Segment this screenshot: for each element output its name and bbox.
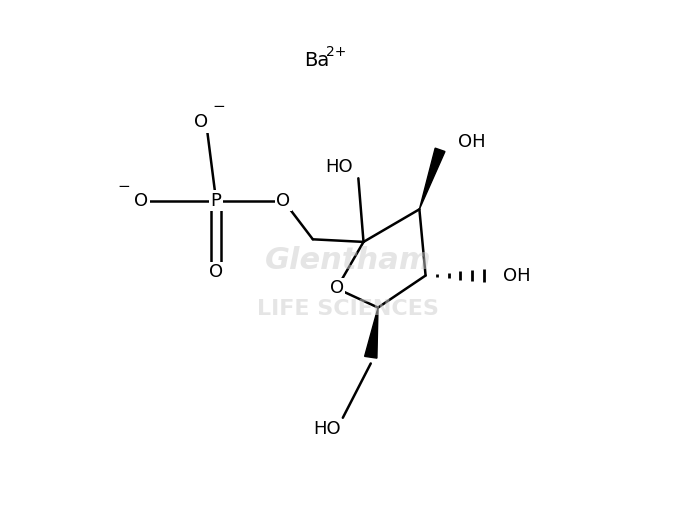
Text: O: O xyxy=(276,191,290,210)
Text: LIFE SCIENCES: LIFE SCIENCES xyxy=(257,299,439,319)
Text: O: O xyxy=(194,113,208,132)
Text: −: − xyxy=(118,178,130,193)
Text: −: − xyxy=(212,99,225,114)
Text: O: O xyxy=(134,191,148,210)
Text: O: O xyxy=(330,279,344,297)
Text: OH: OH xyxy=(458,133,486,151)
Polygon shape xyxy=(365,308,378,358)
Text: HO: HO xyxy=(325,158,352,176)
Text: Ba: Ba xyxy=(304,51,329,70)
Text: Glentham: Glentham xyxy=(264,245,432,275)
Polygon shape xyxy=(420,148,445,210)
Text: 2+: 2+ xyxy=(326,45,347,59)
Text: HO: HO xyxy=(313,420,341,438)
Text: O: O xyxy=(209,264,223,281)
Text: OH: OH xyxy=(503,267,531,284)
Text: P: P xyxy=(211,191,221,210)
